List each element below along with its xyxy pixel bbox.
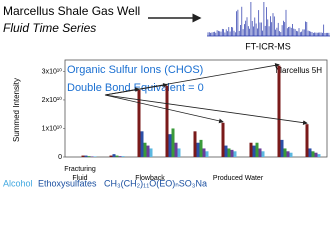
bar: [286, 151, 290, 157]
subtitle: Fluid Time Series: [3, 21, 96, 35]
bar: [121, 156, 125, 157]
bar: [87, 156, 91, 157]
bar: [233, 151, 237, 157]
y-tick-label: 1x10¹⁰: [42, 124, 63, 132]
bar: [249, 142, 253, 157]
y-axis-label: Summed Intensity: [12, 78, 21, 142]
bar: [227, 148, 231, 157]
annotation: Organic Sulfur Ions (CHOS): [67, 64, 203, 76]
bar: [84, 155, 88, 157]
bar: [311, 151, 315, 157]
bar: [137, 89, 141, 157]
caption: Alcohol: [3, 178, 33, 188]
annotation: Double Bond Equivalent = 0: [67, 82, 204, 94]
bar: [205, 151, 209, 157]
bar: [81, 155, 85, 157]
bar: [196, 142, 200, 157]
bar: [289, 152, 293, 157]
bar: [261, 151, 265, 157]
bar: [93, 156, 97, 157]
bar: [305, 124, 309, 157]
bar: [146, 145, 150, 157]
bar: [280, 139, 284, 157]
bar: [193, 131, 197, 157]
bar: [230, 149, 234, 157]
y-tick-label: 3x10¹⁰: [42, 67, 63, 75]
annotation: Marcellus 5H: [275, 66, 322, 75]
bar: [140, 131, 144, 157]
bar: [118, 156, 122, 157]
bar: [258, 148, 262, 157]
bar: [202, 148, 206, 157]
bar: [199, 139, 203, 157]
caption-formula: CH₃(CH₂)₁₁O(EO)ₙSO₃Na: [104, 178, 207, 188]
bar: [221, 122, 225, 157]
instrument-label: FT-ICR-MS: [245, 41, 291, 51]
pointer-arrow: [104, 94, 224, 124]
title: Marcellus Shale Gas Well: [3, 4, 140, 18]
bar: [90, 156, 94, 157]
bar: [255, 142, 259, 157]
bar: [174, 142, 178, 157]
bar: [317, 154, 321, 157]
bar: [314, 152, 318, 157]
bar: [308, 148, 312, 157]
bar: [165, 85, 169, 157]
bar: [283, 148, 287, 157]
caption: Ethoxysulfates: [38, 178, 97, 188]
bar: [252, 145, 256, 157]
y-tick-label: 2x10¹⁰: [42, 96, 63, 104]
bar: [149, 148, 153, 157]
bar: [224, 145, 228, 157]
x-label: Fluid: [72, 175, 87, 182]
bar: [177, 148, 181, 157]
mass-spectrum: [207, 2, 330, 36]
x-label: Fracturing: [64, 166, 96, 173]
bar: [115, 155, 119, 157]
x-label: Flowback: [135, 175, 165, 182]
x-label: Produced Water: [213, 175, 264, 182]
bar: [109, 155, 113, 157]
bar: [143, 142, 147, 157]
bar: [112, 154, 116, 157]
bar: [171, 128, 175, 157]
pointer-arrow: [104, 94, 308, 126]
y-tick-label: 0: [58, 154, 62, 161]
bar: [168, 134, 172, 157]
pointer-arrow: [104, 63, 280, 96]
figure: Marcellus Shale Gas Well Fluid Time Seri…: [3, 2, 330, 188]
bar: [277, 65, 281, 157]
